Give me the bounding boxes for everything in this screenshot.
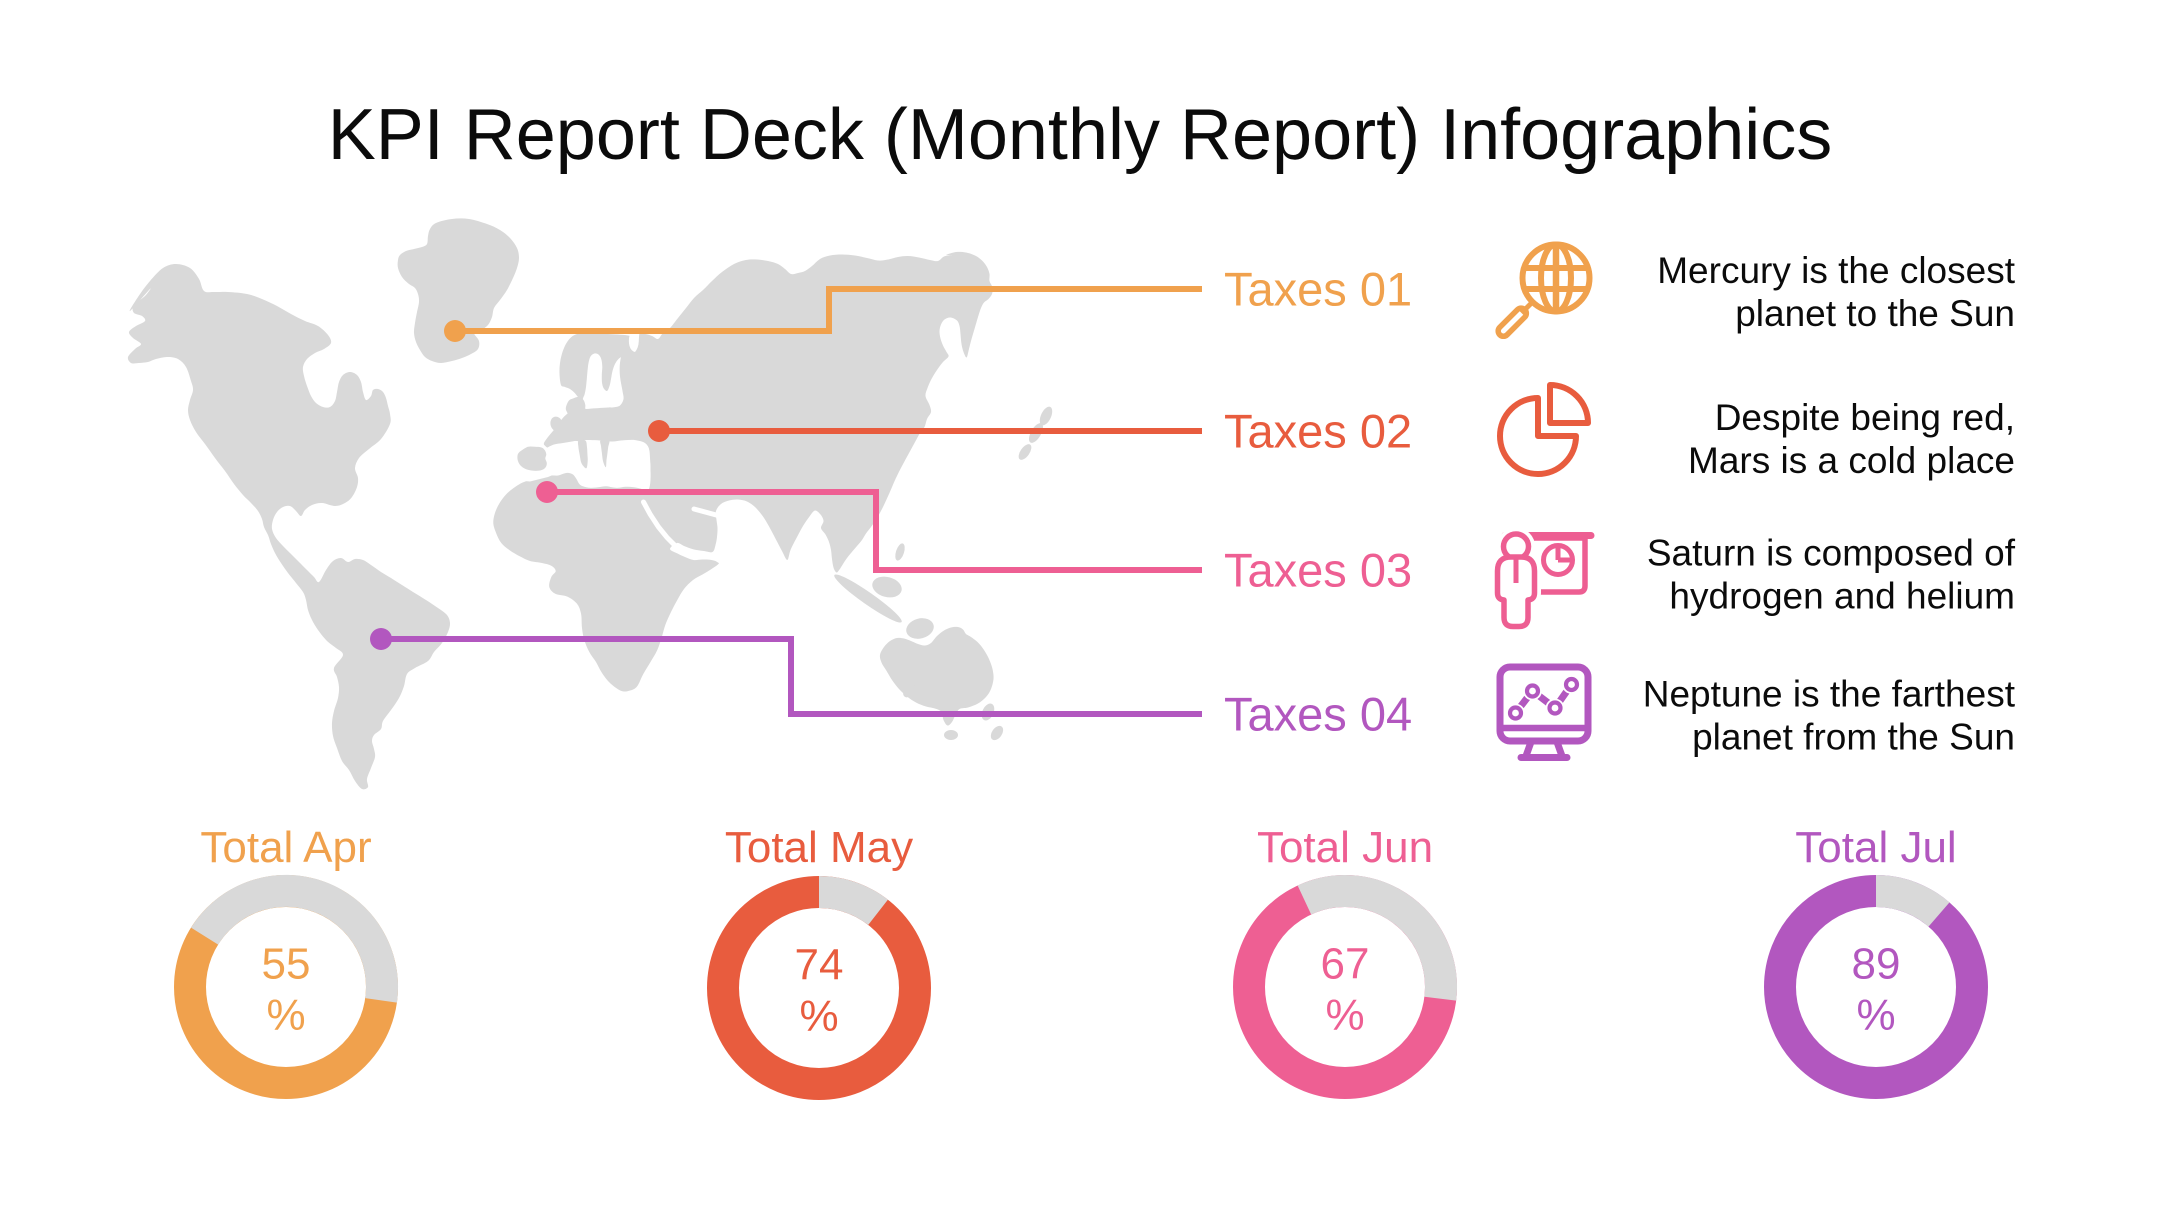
svg-text:planet to the Sun: planet to the Sun [1735,293,2015,334]
svg-text:Neptune is the farthest: Neptune is the farthest [1643,674,2016,715]
svg-text:Taxes 03: Taxes 03 [1224,544,1412,597]
svg-text:Despite being red,: Despite being red, [1715,397,2015,438]
svg-text:%: % [1856,991,1895,1040]
svg-text:Total Jul: Total Jul [1795,823,1956,872]
svg-text:%: % [799,992,838,1041]
svg-text:74: 74 [795,941,844,990]
svg-text:Taxes 01: Taxes 01 [1224,263,1412,316]
svg-text:Saturn is composed of: Saturn is composed of [1647,533,2016,574]
svg-text:67: 67 [1321,940,1370,989]
svg-text:Taxes 04: Taxes 04 [1224,688,1412,741]
svg-text:89: 89 [1852,940,1901,989]
svg-text:%: % [266,991,305,1040]
svg-text:%: % [1325,991,1364,1040]
svg-text:55: 55 [262,940,311,989]
svg-text:Mars is a cold place: Mars is a cold place [1688,440,2015,481]
svg-text:KPI Report Deck (Monthly Repor: KPI Report Deck (Monthly Report) Infogra… [328,95,1833,175]
svg-text:Mercury is the closest: Mercury is the closest [1657,250,2015,291]
svg-text:Total Jun: Total Jun [1257,823,1433,872]
svg-text:planet from the Sun: planet from the Sun [1692,717,2015,758]
svg-text:Total May: Total May [725,823,913,872]
svg-text:Taxes 02: Taxes 02 [1224,405,1412,458]
svg-text:Total Apr: Total Apr [200,823,371,872]
svg-text:hydrogen and helium: hydrogen and helium [1669,576,2015,617]
